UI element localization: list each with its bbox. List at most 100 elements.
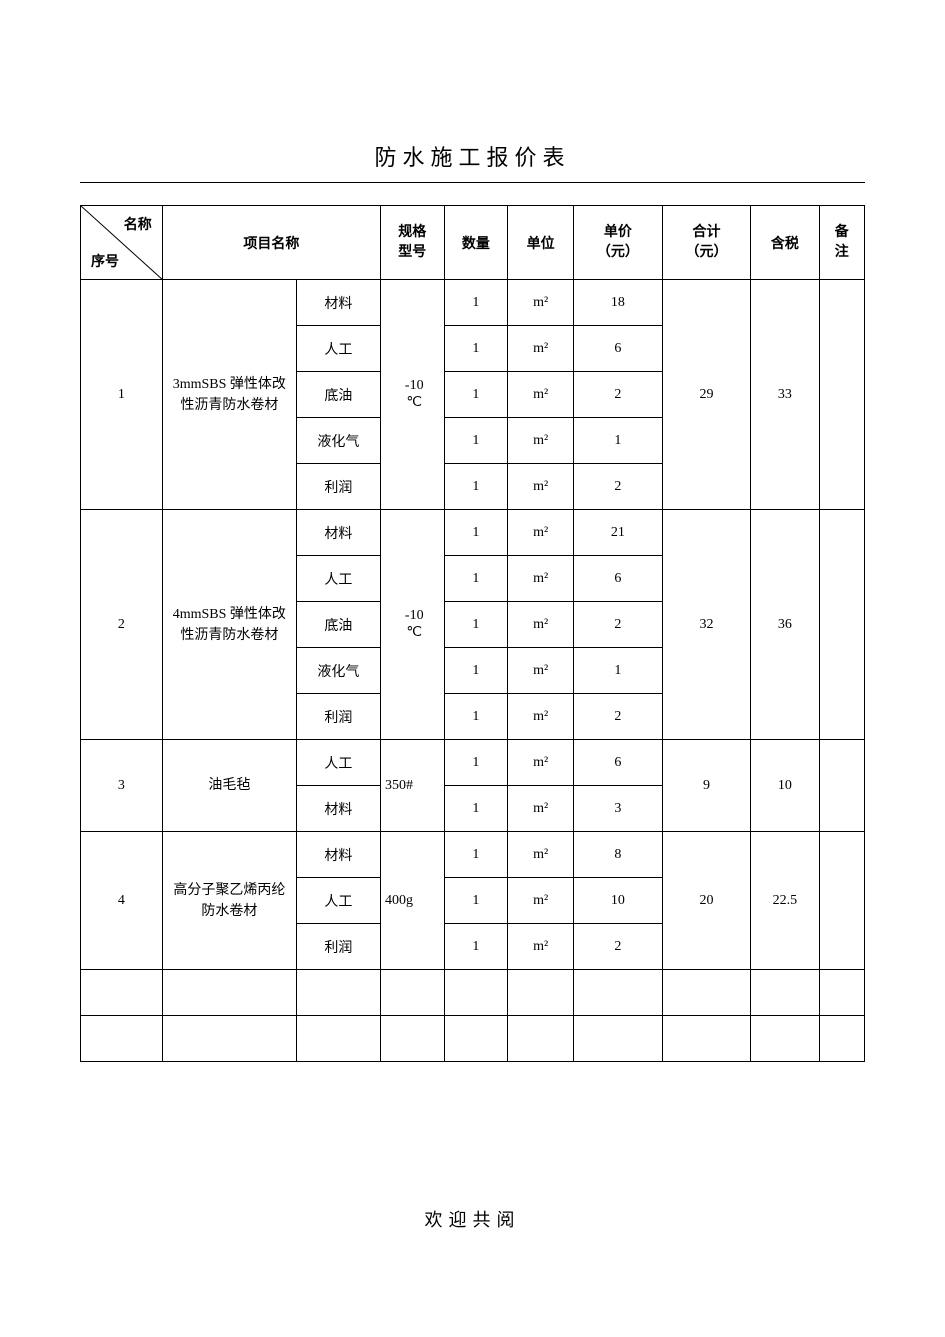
cell-empty — [444, 1016, 508, 1062]
cell-unit: m² — [508, 786, 574, 832]
cell-empty — [508, 1016, 574, 1062]
cell-seq: 1 — [81, 280, 163, 510]
cell-total: 32 — [662, 510, 751, 740]
cell-qty: 1 — [444, 648, 508, 694]
table-body: 13mmSBS 弹性体改性沥青防水卷材材料-10℃1m²182933人工1m²6… — [81, 280, 865, 1062]
table-row: 4高分子聚乙烯丙纶防水卷材材料400g1m²82022.5 — [81, 832, 865, 878]
header-qty: 数量 — [444, 206, 508, 280]
cell-remark — [819, 280, 865, 510]
cell-component: 材料 — [296, 280, 380, 326]
page-footer: 欢迎共阅 — [0, 1206, 945, 1232]
cell-component: 人工 — [296, 740, 380, 786]
cell-unit: m² — [508, 740, 574, 786]
header-spec: 规格型号 — [380, 206, 444, 280]
cell-total: 20 — [662, 832, 751, 970]
cell-empty — [751, 1016, 819, 1062]
cell-price: 6 — [574, 740, 663, 786]
cell-project: 油毛毡 — [162, 740, 296, 832]
title-rule — [80, 182, 865, 183]
cell-component: 底油 — [296, 602, 380, 648]
cell-price: 6 — [574, 556, 663, 602]
header-diag-bottom: 序号 — [91, 251, 119, 271]
cell-component: 液化气 — [296, 418, 380, 464]
quote-table: 名称 序号 项目名称 规格型号 数量 单位 单价（元） 合计（元） 含税 备注 … — [80, 205, 865, 1062]
cell-qty: 1 — [444, 694, 508, 740]
cell-total: 29 — [662, 280, 751, 510]
cell-empty — [380, 1016, 444, 1062]
cell-spec: -10℃ — [380, 280, 444, 510]
cell-remark — [819, 510, 865, 740]
header-diag-top: 名称 — [124, 214, 152, 234]
cell-price: 2 — [574, 694, 663, 740]
cell-tax: 33 — [751, 280, 819, 510]
cell-empty — [751, 970, 819, 1016]
cell-unit: m² — [508, 694, 574, 740]
header-total: 合计（元） — [662, 206, 751, 280]
cell-spec: 350# — [380, 740, 444, 832]
cell-unit: m² — [508, 418, 574, 464]
cell-empty — [162, 970, 296, 1016]
cell-qty: 1 — [444, 326, 508, 372]
cell-tax: 36 — [751, 510, 819, 740]
cell-empty — [662, 1016, 751, 1062]
header-project: 项目名称 — [162, 206, 380, 280]
cell-empty — [662, 970, 751, 1016]
table-row: 13mmSBS 弹性体改性沥青防水卷材材料-10℃1m²182933 — [81, 280, 865, 326]
table-row-empty — [81, 1016, 865, 1062]
cell-price: 10 — [574, 878, 663, 924]
cell-total: 9 — [662, 740, 751, 832]
cell-qty: 1 — [444, 510, 508, 556]
cell-price: 6 — [574, 326, 663, 372]
cell-component: 人工 — [296, 556, 380, 602]
cell-unit: m² — [508, 372, 574, 418]
cell-spec: 400g — [380, 832, 444, 970]
cell-empty — [574, 1016, 663, 1062]
cell-qty: 1 — [444, 740, 508, 786]
cell-empty — [574, 970, 663, 1016]
cell-price: 2 — [574, 602, 663, 648]
header-remark: 备注 — [819, 206, 865, 280]
cell-component: 材料 — [296, 786, 380, 832]
cell-seq: 3 — [81, 740, 163, 832]
header-price: 单价（元） — [574, 206, 663, 280]
table-header-row: 名称 序号 项目名称 规格型号 数量 单位 单价（元） 合计（元） 含税 备注 — [81, 206, 865, 280]
cell-unit: m² — [508, 280, 574, 326]
table-row: 3油毛毡人工350#1m²6910 — [81, 740, 865, 786]
cell-unit: m² — [508, 832, 574, 878]
cell-empty — [380, 970, 444, 1016]
page-title: 防水施工报价表 — [80, 140, 865, 172]
header-tax: 含税 — [751, 206, 819, 280]
cell-component: 利润 — [296, 924, 380, 970]
cell-component: 材料 — [296, 510, 380, 556]
cell-price: 21 — [574, 510, 663, 556]
cell-seq: 4 — [81, 832, 163, 970]
cell-component: 液化气 — [296, 648, 380, 694]
cell-unit: m² — [508, 510, 574, 556]
cell-component: 材料 — [296, 832, 380, 878]
cell-price: 2 — [574, 464, 663, 510]
cell-unit: m² — [508, 556, 574, 602]
header-seq-name: 名称 序号 — [81, 206, 163, 280]
cell-tax: 10 — [751, 740, 819, 832]
cell-project: 3mmSBS 弹性体改性沥青防水卷材 — [162, 280, 296, 510]
cell-seq: 2 — [81, 510, 163, 740]
cell-component: 利润 — [296, 464, 380, 510]
cell-component: 底油 — [296, 372, 380, 418]
cell-qty: 1 — [444, 464, 508, 510]
cell-unit: m² — [508, 464, 574, 510]
cell-unit: m² — [508, 326, 574, 372]
cell-price: 1 — [574, 418, 663, 464]
table-row-empty — [81, 970, 865, 1016]
cell-qty: 1 — [444, 924, 508, 970]
cell-unit: m² — [508, 878, 574, 924]
cell-empty — [508, 970, 574, 1016]
cell-empty — [81, 1016, 163, 1062]
cell-empty — [296, 970, 380, 1016]
cell-qty: 1 — [444, 556, 508, 602]
cell-project: 4mmSBS 弹性体改性沥青防水卷材 — [162, 510, 296, 740]
cell-component: 利润 — [296, 694, 380, 740]
cell-tax: 22.5 — [751, 832, 819, 970]
cell-price: 18 — [574, 280, 663, 326]
cell-remark — [819, 832, 865, 970]
cell-component: 人工 — [296, 878, 380, 924]
